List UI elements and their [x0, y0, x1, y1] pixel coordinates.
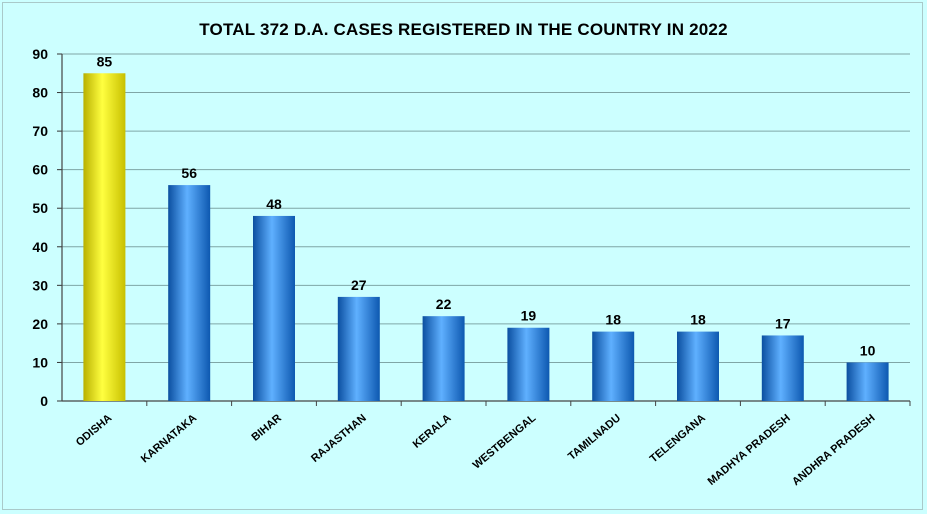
bar-rajasthan — [337, 296, 380, 401]
data-label: 18 — [690, 312, 706, 328]
y-tick-label: 80 — [32, 85, 48, 101]
chart-title: TOTAL 372 D.A. CASES REGISTERED IN THE C… — [199, 20, 728, 39]
y-tick-label: 60 — [32, 162, 48, 178]
data-label: 18 — [605, 312, 621, 328]
bar-telengana — [677, 331, 719, 401]
bar-odisha — [83, 73, 126, 402]
data-label: 48 — [266, 196, 282, 212]
bars — [83, 73, 889, 402]
y-tick-label: 20 — [32, 316, 48, 332]
y-tick-label: 70 — [32, 123, 48, 139]
x-tick-label: ODISHA — [74, 412, 115, 449]
x-tick-label: KARNATAKA — [139, 412, 199, 465]
data-label: 10 — [860, 342, 876, 358]
x-tick-label: WESTBENGAL — [471, 412, 539, 472]
x-tick-label: TELENGANA — [648, 412, 708, 465]
bar-westbengal — [507, 327, 550, 401]
y-tick-label: 0 — [40, 393, 48, 409]
y-tick-label: 40 — [32, 239, 48, 255]
data-label: 22 — [436, 296, 452, 312]
x-tick-label: RAJASTHAN — [309, 412, 369, 465]
data-label: 85 — [97, 53, 113, 69]
y-tick-label: 10 — [32, 354, 48, 370]
data-label: 56 — [181, 165, 197, 181]
bar-andhra-pradesh — [846, 362, 889, 401]
y-tick-label: 30 — [32, 277, 48, 293]
y-tick-label: 90 — [32, 46, 48, 62]
x-tick-label: BIHAR — [250, 412, 284, 444]
data-label: 27 — [351, 277, 367, 293]
bar-madhya-pradesh — [761, 335, 804, 401]
labels: 0 10 20 30 40 50 60 70 80 90 85 ODISHA 56 KARNATAKA 48… — [32, 46, 877, 488]
bar-bihar — [253, 215, 295, 401]
x-tick-label: ANDHRA PRADESH — [790, 412, 877, 488]
data-label: 19 — [521, 308, 537, 324]
data-label: 17 — [775, 315, 791, 331]
x-tick-label: KERALA — [411, 412, 454, 451]
y-tick-label: 50 — [32, 200, 48, 216]
bar-tamilnadu — [592, 331, 635, 401]
bar-kerala — [422, 316, 465, 401]
bar-karnataka — [168, 185, 211, 401]
x-tick-label: TAMILNADU — [566, 412, 623, 463]
x-tick-label: MADHYA PRADESH — [706, 412, 793, 488]
